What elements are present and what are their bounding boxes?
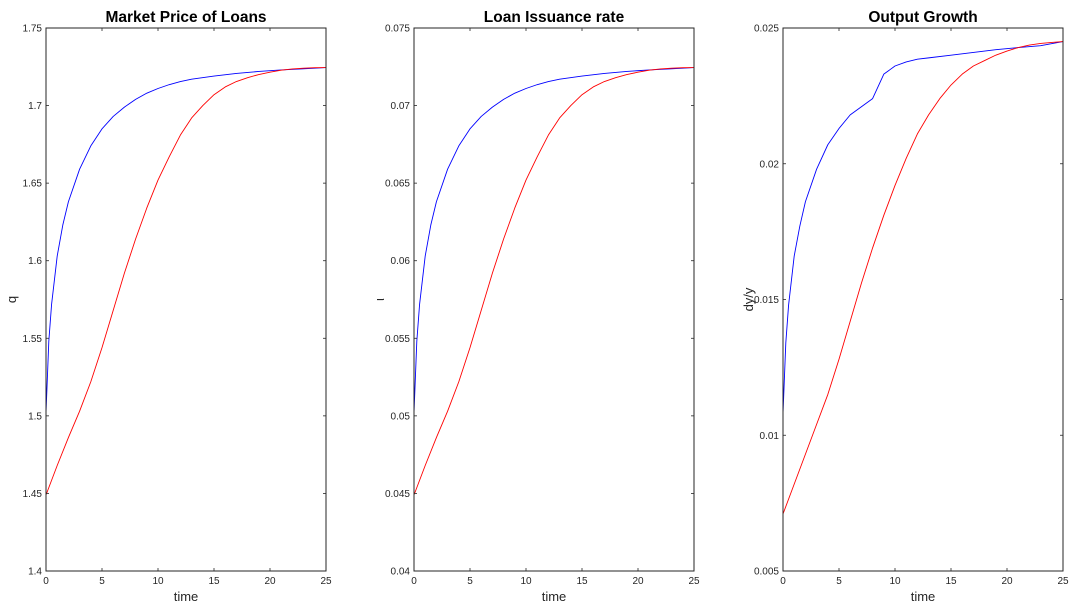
y-tick-label: 1.55: [23, 334, 43, 345]
x-tick-label: 0: [780, 576, 786, 587]
y-tick-label: 0.07: [391, 101, 411, 112]
y-tick-label: 1.75: [23, 24, 43, 35]
y-tick-label: 0.045: [385, 489, 410, 500]
series-line-1: [782, 41, 1064, 414]
y-tick-label: 1.65: [23, 179, 43, 190]
x-tick-label: 5: [467, 576, 473, 587]
x-tick-label: 15: [945, 576, 957, 587]
axes-frame: [413, 27, 695, 572]
x-axis-label: time: [542, 589, 567, 604]
y-tick-label: 0.065: [385, 179, 410, 190]
y-tick-label: 0.025: [754, 24, 779, 35]
x-tick-label: 0: [43, 576, 49, 587]
x-tick-label: 25: [688, 576, 700, 587]
x-tick-label: 0: [411, 576, 417, 587]
x-tick-label: 10: [520, 576, 532, 587]
y-tick-label: 0.005: [754, 567, 779, 578]
y-tick-label: 1.4: [28, 567, 42, 578]
series-line-2: [782, 41, 1064, 515]
x-tick-label: 5: [836, 576, 842, 587]
x-tick-label: 5: [99, 576, 105, 587]
axes-frame: [782, 27, 1064, 572]
x-tick-label: 10: [889, 576, 901, 587]
series-line-1: [45, 67, 327, 414]
axes-frame: [45, 27, 327, 572]
series-line-2: [45, 67, 327, 496]
chart-title: Loan Issuance rate: [484, 9, 625, 26]
y-axis-label: q: [4, 296, 19, 303]
x-tick-label: 15: [576, 576, 588, 587]
y-tick-label: 0.05: [391, 411, 411, 422]
x-tick-label: 20: [264, 576, 276, 587]
y-tick-label: 1.5: [28, 411, 42, 422]
chart-title: Output Growth: [868, 9, 977, 26]
x-tick-label: 20: [1001, 576, 1013, 587]
x-axis-label: time: [174, 589, 199, 604]
y-tick-label: 0.055: [385, 334, 410, 345]
y-axis-label: ι: [372, 298, 387, 301]
y-tick-label: 0.04: [391, 567, 411, 578]
x-tick-label: 15: [208, 576, 220, 587]
y-tick-label: 0.02: [760, 159, 780, 170]
y-tick-label: 0.015: [754, 295, 779, 306]
series-line-2: [413, 67, 695, 496]
y-tick-label: 1.7: [28, 101, 42, 112]
y-tick-label: 0.06: [391, 256, 411, 267]
y-axis-label: dy/y: [741, 287, 756, 311]
series-line-1: [413, 67, 695, 414]
chart-panel-3: 0 5 10 15 20 25 0.005 0.01 0.015 0.02 0.025 Output …: [741, 9, 1069, 604]
x-tick-label: 20: [632, 576, 644, 587]
chart-panel-2: 0 5 10 15 20 25 0.04 0.045 0.05 0.055 0.06 0.065 0.0…: [372, 9, 700, 604]
chart-title: Market Price of Loans: [105, 9, 266, 26]
y-tick-label: 0.01: [760, 431, 780, 442]
y-tick-label: 1.45: [23, 489, 43, 500]
x-tick-label: 25: [320, 576, 332, 587]
y-tick-label: 1.6: [28, 256, 42, 267]
x-axis-label: time: [911, 589, 936, 604]
y-tick-label: 0.075: [385, 24, 410, 35]
chart-panel-1: 0 5 10 15 20 25 1.4 1.45 1.5 1.55 1.6 1.65 1.7 1.75 Ma…: [4, 9, 332, 604]
x-tick-label: 10: [152, 576, 164, 587]
x-tick-label: 25: [1057, 576, 1069, 587]
